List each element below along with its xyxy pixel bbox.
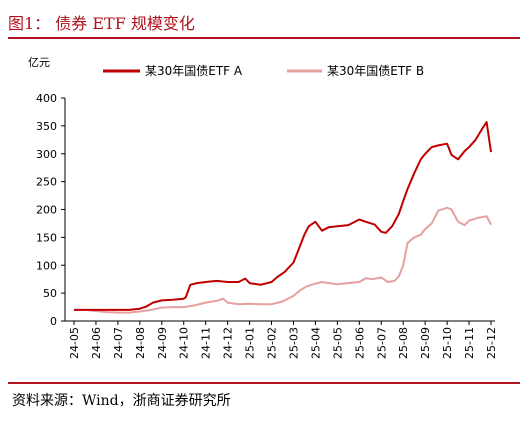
x-tick-label: 25-11 — [463, 327, 476, 359]
x-tick-label: 24-09 — [156, 327, 169, 359]
x-tick-label: 25-04 — [309, 327, 322, 359]
title-rule — [8, 37, 520, 39]
y-tick-label: 100 — [36, 259, 57, 272]
y-tick-label: 150 — [36, 231, 57, 244]
y-axis-unit-label: 亿元 — [28, 56, 50, 69]
x-tick-label: 25-12 — [485, 327, 498, 359]
x-tick-label: 25-06 — [353, 327, 366, 359]
x-tick-label: 24-11 — [200, 327, 213, 359]
x-tick-label: 24-12 — [222, 327, 235, 359]
legend-label-a: 某30年国债ETF A — [145, 64, 243, 78]
x-tick-label: 24-07 — [112, 327, 125, 359]
y-tick-label: 300 — [36, 148, 57, 161]
series-line-b — [74, 206, 492, 314]
figure-title: 图1： 债券 ETF 规模变化 — [8, 14, 195, 33]
x-tick-label: 25-03 — [287, 327, 300, 359]
line-chart: 亿元 某30年国债ETF A 某30年国债ETF B 0 50 100 150 200 2… — [28, 56, 498, 359]
legend-label-b: 某30年国债ETF B — [327, 64, 424, 78]
y-tick-label: 350 — [36, 120, 57, 133]
source-rule — [8, 382, 520, 384]
y-axis-ticks: 0 50 100 150 200 250 300 350 400 — [36, 92, 65, 328]
x-tick-label: 24-08 — [134, 327, 147, 359]
series-line-a — [74, 121, 492, 311]
x-tick-label: 25-07 — [375, 327, 388, 359]
x-tick-label: 25-05 — [331, 327, 344, 359]
y-tick-label: 50 — [43, 287, 57, 300]
x-tick-label: 25-02 — [266, 327, 279, 359]
y-tick-label: 0 — [50, 315, 57, 328]
x-tick-label: 24-06 — [90, 327, 103, 359]
series-layer — [74, 121, 492, 314]
x-tick-label: 25-08 — [397, 327, 410, 359]
x-tick-label: 25-10 — [441, 327, 454, 359]
source-note: 资料来源：Wind，浙商证券研究所 — [12, 393, 231, 409]
x-tick-label: 25-09 — [419, 327, 432, 359]
x-tick-label: 25-01 — [244, 327, 257, 359]
y-tick-label: 200 — [36, 204, 57, 217]
y-tick-label: 250 — [36, 176, 57, 189]
x-tick-label: 24-10 — [178, 327, 191, 359]
legend: 某30年国债ETF A 某30年国债ETF B — [103, 64, 424, 78]
y-tick-label: 400 — [36, 92, 57, 105]
x-axis-ticks: 24-05 24-06 24-07 24-08 24-09 24-10 24-11 24-12… — [68, 321, 498, 359]
x-tick-label: 24-05 — [68, 327, 81, 359]
